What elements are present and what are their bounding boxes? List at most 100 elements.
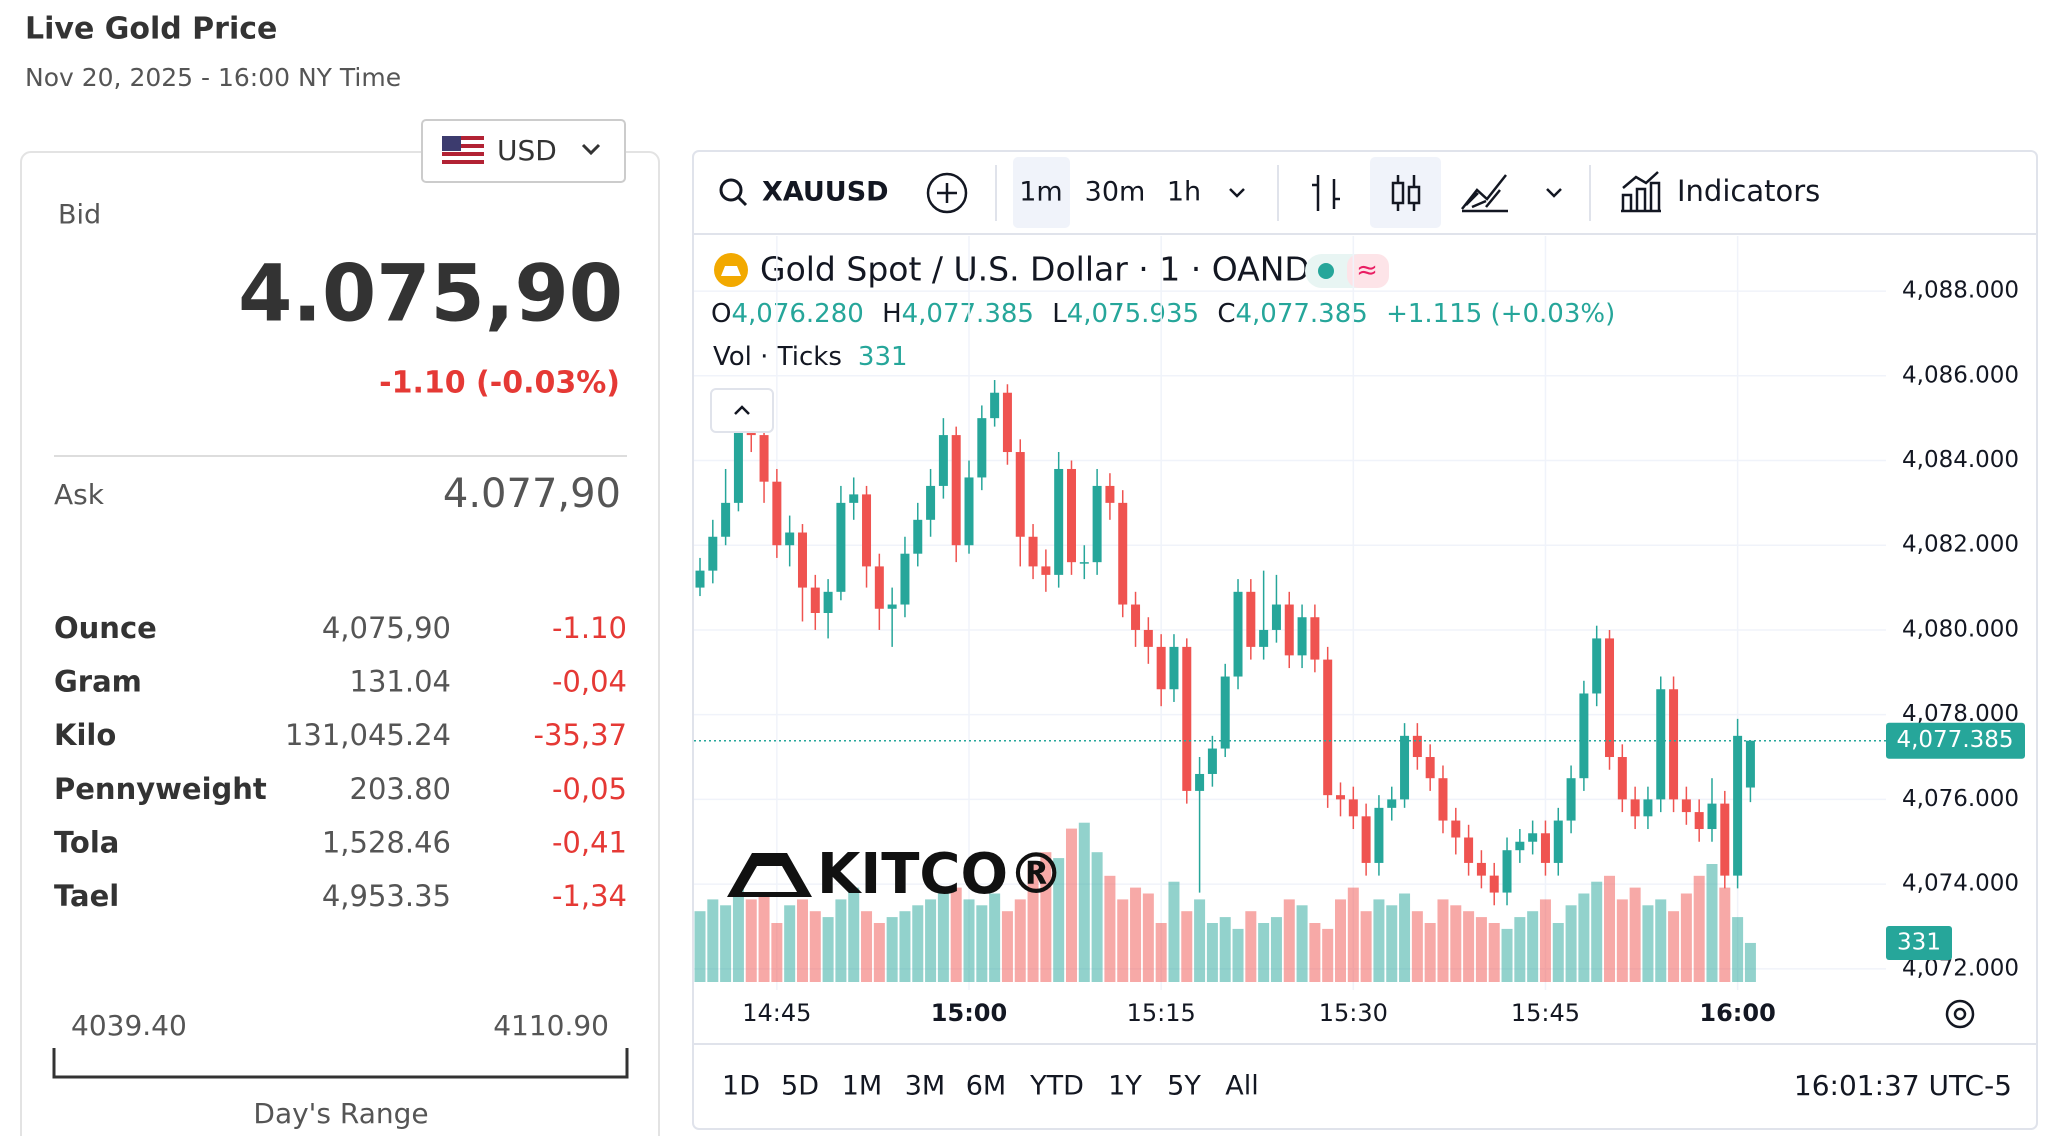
unit-name: Pennyweight (54, 772, 267, 806)
add-symbol-button[interactable] (926, 172, 968, 214)
volume-bar (1424, 923, 1436, 982)
volume-bar (1130, 887, 1142, 982)
volume-bar (1552, 923, 1564, 982)
volume-bar (925, 899, 937, 982)
volume-bar (1501, 928, 1513, 982)
indicators-icon[interactable] (1621, 171, 1661, 213)
volume-bar (1104, 875, 1116, 982)
volume-bar (1258, 923, 1270, 982)
period-button[interactable]: All (1225, 1071, 1258, 1102)
volume-bar (1027, 864, 1039, 982)
candle-body (849, 494, 859, 503)
candle-body (1297, 617, 1307, 656)
period-button[interactable]: 5Y (1167, 1071, 1201, 1102)
candle-body (1540, 833, 1550, 863)
candle-body (1118, 502, 1128, 605)
unit-price: 1,528.46 (322, 825, 451, 859)
period-button[interactable]: 6M (966, 1071, 1006, 1102)
volume-bar (1437, 899, 1449, 982)
page-title: Live Gold Price (25, 12, 277, 47)
x-tick-label: 16:00 (1699, 999, 1775, 1027)
candle-body (1720, 803, 1730, 876)
volume-bar (1065, 828, 1077, 982)
settings-icon[interactable] (1945, 999, 1975, 1029)
volume-bar (1732, 917, 1744, 982)
style-menu[interactable] (1546, 188, 1562, 198)
candle-body (1271, 604, 1281, 630)
volume-bar (822, 917, 834, 982)
volume-bar (1399, 893, 1411, 982)
period-button[interactable]: YTD (1029, 1071, 1084, 1102)
volume-bar (1668, 911, 1680, 982)
volume-bar (1168, 881, 1180, 982)
candle-body (1707, 803, 1717, 830)
ohlc-value: 4,077.385 (902, 299, 1034, 329)
volume-bar (796, 899, 808, 982)
candle-body (1105, 485, 1115, 503)
x-tick-label: 15:30 (1319, 999, 1388, 1027)
volume-bar (1514, 917, 1526, 982)
search-icon[interactable] (719, 178, 743, 202)
bars-icon[interactable] (1312, 175, 1340, 211)
candle-body (1412, 735, 1422, 758)
volume-bar (1693, 875, 1705, 982)
candle-body (938, 435, 948, 486)
kitco-logo: KITCO® (727, 842, 1064, 907)
candle-body (1489, 875, 1499, 893)
candle-body (1195, 773, 1205, 791)
volume-bar (1642, 905, 1654, 982)
symbol[interactable]: XAUUSD (762, 177, 889, 208)
volume-bar (1322, 928, 1334, 982)
volume-bar (1655, 899, 1667, 982)
volume-bar (912, 905, 924, 982)
candle-body (708, 536, 718, 571)
candle-body (1361, 816, 1371, 863)
period-button[interactable]: 5D (781, 1071, 819, 1102)
volume-bar (1296, 905, 1308, 982)
volume-bar (1232, 928, 1244, 982)
volume-bar (694, 911, 706, 982)
interval-button[interactable]: 1h (1167, 177, 1201, 208)
volume-bar (758, 893, 770, 982)
bid-change: -1.10 (-0.03%) (379, 366, 620, 401)
candle-body (1246, 591, 1256, 647)
volume-value: 331 (858, 342, 908, 372)
interval-button[interactable]: 30m (1085, 177, 1146, 208)
interval-button[interactable]: 1m (1019, 177, 1062, 208)
candle-body (1451, 820, 1461, 838)
unit-change: -35,37 (534, 718, 628, 752)
period-button[interactable]: 1D (722, 1071, 760, 1102)
period-buttons: 1D 5D 1M 3M 6M YTD 1Y 5Y All (722, 1071, 1259, 1102)
currency-select-box[interactable] (421, 119, 626, 183)
y-tick-label: 4,082.000 (1902, 532, 2019, 558)
candle-body (1425, 757, 1435, 779)
volume-bar (1091, 852, 1103, 982)
volume-bar (861, 911, 873, 982)
candle-body (900, 553, 910, 605)
candle-body (1066, 468, 1076, 563)
volume-bar (1411, 911, 1423, 982)
currency-select[interactable]: USD (421, 119, 626, 183)
period-button[interactable]: 1M (842, 1071, 882, 1102)
gold-icon-bar (721, 266, 741, 276)
area-icon[interactable] (1461, 174, 1508, 213)
volume-bar (1488, 923, 1500, 982)
y-tick-label: 4,088.000 (1902, 278, 2019, 304)
candle-body (1348, 799, 1358, 817)
currency-label[interactable]: USD (497, 134, 557, 167)
period-button[interactable]: 1Y (1108, 1071, 1142, 1102)
volume-bar (745, 899, 757, 982)
candle-body (1002, 392, 1012, 453)
range-bracket (52, 1048, 629, 1079)
active-interval-bg (1013, 157, 1070, 228)
volume-bar (1053, 858, 1065, 982)
indicators-button[interactable]: Indicators (1677, 174, 1820, 208)
interval-menu[interactable] (1229, 188, 1245, 198)
ask-price: 4.077,90 (443, 471, 621, 517)
y-tick-label: 4,084.000 (1902, 447, 2019, 473)
volume-bar (1604, 875, 1616, 982)
period-button[interactable]: 3M (905, 1071, 945, 1102)
collapse-legend-button[interactable] (710, 388, 774, 433)
unit-price: 131.04 (350, 665, 451, 699)
